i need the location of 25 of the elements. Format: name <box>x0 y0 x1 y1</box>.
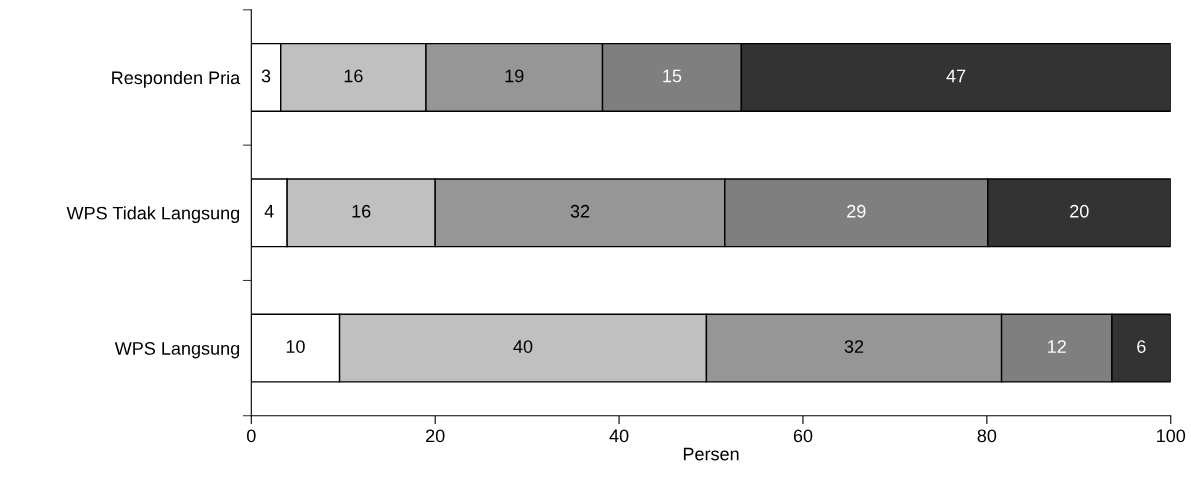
data-label: 3 <box>261 69 271 83</box>
data-label: 29 <box>847 204 866 218</box>
data-label: 4 <box>264 205 274 218</box>
x-tick-label: 80 <box>977 429 997 443</box>
x-axis-title: Persen <box>683 447 739 461</box>
data-label: 16 <box>344 69 363 83</box>
data-label: 40 <box>513 340 533 353</box>
x-tick-label: 40 <box>609 429 629 443</box>
y-tick-label: WPS Langsung <box>114 342 240 359</box>
data-label: 15 <box>663 69 682 83</box>
x-tick-label: 100 <box>1157 429 1186 443</box>
data-label: 32 <box>844 340 864 353</box>
y-tick-label: Responden Pria <box>112 70 241 88</box>
data-label: 16 <box>352 204 371 218</box>
data-label: 47 <box>946 69 966 83</box>
x-tick-label: 20 <box>426 429 445 443</box>
x-tick-label: 60 <box>793 429 813 443</box>
data-label: 32 <box>570 204 590 218</box>
y-tick-label: WPS Tidak Langsung <box>66 206 240 224</box>
data-label: 19 <box>505 69 524 83</box>
data-label: 10 <box>286 340 305 353</box>
data-label: 6 <box>1137 340 1146 353</box>
data-label: 12 <box>1048 340 1066 353</box>
x-tick-label: 0 <box>246 429 256 443</box>
data-label: 20 <box>1070 204 1089 218</box>
